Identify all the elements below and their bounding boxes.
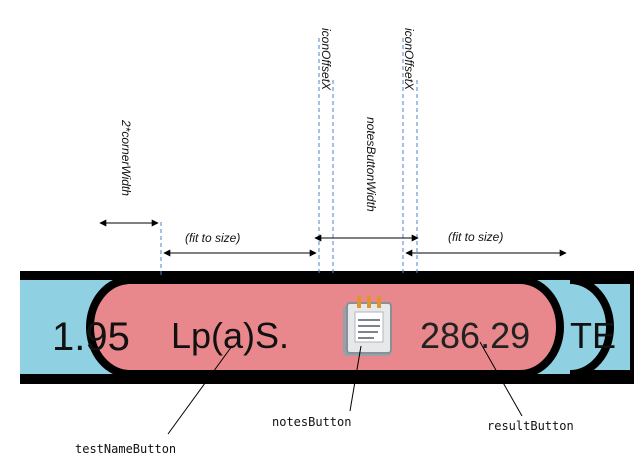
icon-offset-left-label: iconOffsetX [319, 28, 333, 91]
notes-button-width-label: notesButtonWidth [364, 117, 378, 212]
notes-button-callout: notesButton [272, 415, 351, 429]
dimension-arrows [99, 219, 567, 257]
notes-button[interactable] [343, 296, 392, 356]
fit-to-size-right-label: (fit to size) [448, 230, 503, 244]
prev-value-button[interactable]: 1.95 [52, 315, 130, 359]
result-button-callout: resultButton [487, 419, 574, 433]
corner-width-label: 2*cornerWidth [119, 119, 133, 196]
next-value-button[interactable]: TE [570, 315, 616, 356]
test-name-button[interactable]: Lp(a)S. [171, 315, 289, 356]
next-cell-cap [569, 276, 634, 378]
icon-offset-right-label: iconOffsetX [402, 28, 416, 91]
callout-leaders [167, 341, 523, 435]
fit-to-size-left-label: (fit to size) [185, 231, 240, 245]
result-row-strip [20, 271, 634, 384]
result-button[interactable]: 286.29 [420, 315, 530, 356]
test-name-button-callout: testNameButton [75, 442, 176, 456]
result-pill [86, 276, 564, 378]
notepad-icon [343, 296, 392, 356]
